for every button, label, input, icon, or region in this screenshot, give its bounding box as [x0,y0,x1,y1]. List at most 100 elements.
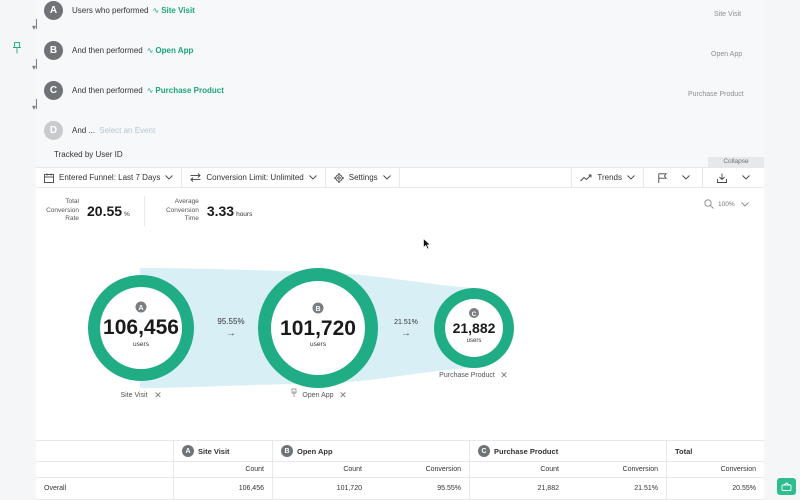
step-prefix: And then performed [72,45,143,55]
cell-b-conversion: 95.55% [437,485,461,492]
flag-dropdown[interactable] [644,167,702,188]
chevron-down-icon [308,175,317,180]
pin-icon[interactable] [12,42,22,54]
funnel-node-c-unit: users [467,338,482,344]
entered-funnel-label: Entered Funnel: Last 7 Days [59,173,161,182]
swap-arrows-icon [190,173,202,182]
funnel-node-c-value: 21,882 [453,320,496,336]
export-dropdown[interactable] [703,167,764,188]
help-chat-button[interactable] [777,478,796,495]
subheader-count: Count [173,462,272,477]
table-header-b: B Open App [272,441,469,461]
table-header-a: A Site Visit [173,441,272,461]
step-prefix: And ... [72,125,96,135]
collapse-button[interactable]: Collapse [708,157,764,167]
arrow-down-icon: ▾ [32,23,37,32]
toolbar-divider [324,167,326,188]
chevron-down-icon [627,175,635,180]
step-badge: B [44,40,63,60]
settings-dropdown[interactable]: Settings [326,167,399,188]
funnel-node-a-letter: A [138,305,143,312]
trend-line-icon [580,174,592,181]
row-label: Overall [44,485,67,492]
conversion-limit-label: Conversion Limit: Unlimited [206,173,304,182]
total-conversion-label: Total Conversion Rate [46,197,79,223]
download-icon [717,173,727,183]
step-c-right-label: Purchase Product [688,91,744,98]
funnel-node-b-badge [312,302,324,314]
table-subheader-row: Count Count Conversion Count Conversion … [36,462,764,478]
step-badge: C [44,80,63,100]
chat-bubble-icon [781,481,792,491]
subheader-conversion: Conversion [666,462,764,477]
arrow-right-icon: → [401,328,411,339]
arrow-down-icon: ▾ [32,103,37,112]
funnel-step-a[interactable]: A Users who performed ∿ Site Visit [44,0,195,22]
cell-a-count: 106,456 [173,478,272,499]
toolbar-divider [571,167,573,188]
conversion-limit-dropdown[interactable]: Conversion Limit: Unlimited [182,167,324,188]
remove-node-a-icon[interactable]: ✕ [154,390,162,400]
step-b-right-label: Open App [711,51,743,58]
right-gutter [764,0,800,500]
zoom-control[interactable]: 100% [704,199,753,209]
stats-divider [143,196,145,226]
avg-conversion-value: 3.33 hours [206,203,253,219]
calendar-icon [44,173,54,183]
toolbar-divider [643,167,644,188]
funnel-node-b-name: Open App [302,392,333,399]
toolbar-divider [702,167,703,188]
select-event-input[interactable]: Select an Event [99,125,156,135]
chevron-down-icon [682,175,690,180]
pin-icon [291,388,297,397]
chevron-down-icon [740,201,749,207]
avg-conversion-label: Average Conversion Time [165,197,199,223]
total-conversion-value: 20.55% [87,203,130,219]
cell-b-count: 101,720 [272,478,370,499]
funnel-step-b[interactable]: B And then performed ∿ Open App [44,38,194,62]
toolbar-divider [398,167,400,188]
table-row[interactable]: Overall 106,456 101,720 95.55% 21,882 21… [36,478,764,500]
step-prefix: Users who performed [72,5,149,15]
flag-icon [658,172,667,183]
cell-total-conversion: 20.55% [666,478,764,499]
step-connector [36,19,37,29]
step-a-right-label: Site Visit [714,11,742,18]
conversion-b-c: 21.51% [394,319,418,326]
funnel-node-b-value: 101,720 [280,317,356,340]
table-header-row: A Site Visit B Open App C Purchase Product … [36,440,764,462]
summary-stats: Total Conversion Rate 20.55% Average Con… [36,195,252,227]
cell-c-conversion: 21.51% [634,485,658,492]
step-badge: A [44,0,63,20]
step-badge: D [44,120,63,140]
trends-label: Trends [597,173,622,182]
arrow-down-icon: ▾ [32,63,37,72]
cell-c-count: 21,882 [469,478,567,499]
step-event-link[interactable]: ∿ Open App [146,45,194,55]
funnel-node-c-inner [445,299,503,357]
funnel-step-c[interactable]: C And then performed ∿ Purchase Product [44,78,224,102]
funnel-node-a-value: 106,456 [103,316,179,339]
step-connector [36,99,37,109]
remove-node-c-icon[interactable]: ✕ [500,370,508,380]
chevron-down-icon [382,175,391,180]
toolbar-divider [181,167,183,188]
mouse-cursor-icon [423,238,431,250]
funnel-node-b-unit: users [310,341,327,348]
trends-dropdown[interactable]: Trends [572,167,643,188]
entered-funnel-dropdown[interactable]: Entered Funnel: Last 7 Days [36,167,181,188]
zoom-level: 100% [718,200,735,208]
funnel-step-d[interactable]: D And ... Select an Event [44,118,156,142]
funnel-chart: A 106,456 users B 101,720 users C 21,882… [88,268,514,400]
settings-label: Settings [348,173,378,182]
funnel-node-a-badge [135,301,147,313]
funnel-node-c-name: Purchase Product [439,372,495,379]
funnel-node-b-letter: B [315,306,320,313]
step-event-link[interactable]: ∿ Site Visit [152,5,195,15]
remove-node-b-icon[interactable]: ✕ [339,390,347,400]
step-connector [36,59,37,69]
conversion-a-b: 95.55% [217,317,244,326]
step-event-link[interactable]: ∿ Purchase Product [146,85,224,95]
funnel-node-a-inner [100,287,182,369]
event-wave-icon: ∿ [152,5,160,15]
